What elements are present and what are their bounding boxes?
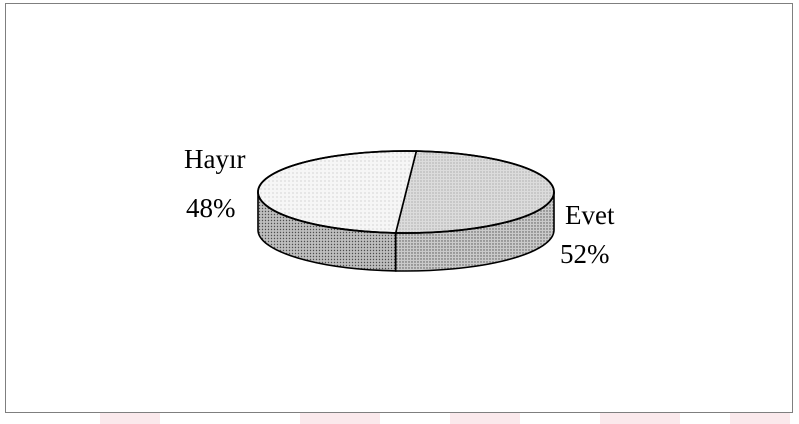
footer-tint xyxy=(100,413,160,424)
label-hayir: Hayır xyxy=(184,144,245,174)
pie-group xyxy=(257,150,555,272)
label-evet: Evet xyxy=(565,200,615,230)
pie-top-outline xyxy=(257,150,555,234)
footer-tint xyxy=(300,413,380,424)
footer-tint xyxy=(600,413,680,424)
footer-tint xyxy=(730,413,790,424)
percent-evet: 52% xyxy=(560,239,610,269)
chart-frame xyxy=(5,3,793,413)
footer-tint xyxy=(450,413,520,424)
percent-hayir: 48% xyxy=(186,193,236,223)
